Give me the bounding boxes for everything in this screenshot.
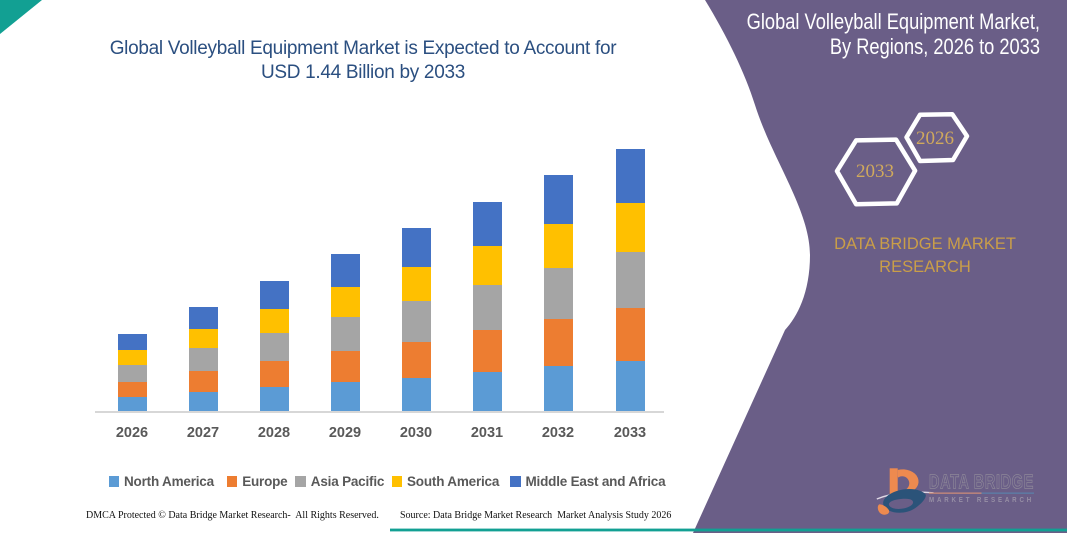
svg-text:DATA BRIDGE: DATA BRIDGE	[929, 471, 1034, 494]
svg-text:MARKET RESEARCH: MARKET RESEARCH	[929, 497, 1034, 504]
